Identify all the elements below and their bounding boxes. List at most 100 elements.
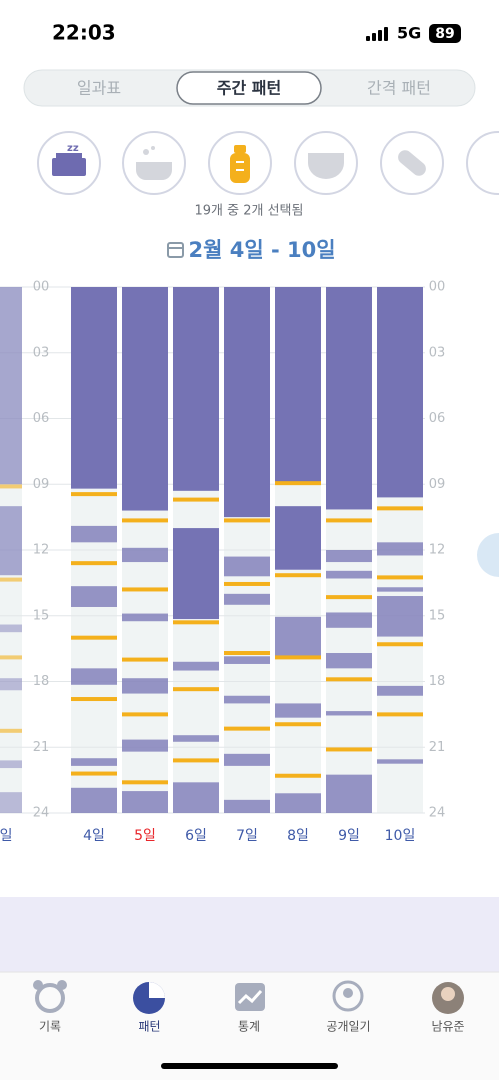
feeding-mark — [275, 773, 321, 778]
feeding-mark — [326, 518, 372, 523]
feeding-mark — [71, 492, 117, 497]
sleep-block — [0, 760, 22, 769]
feeding-mark — [122, 780, 168, 785]
sleep-block — [173, 287, 219, 491]
y-tick-label-right: 00 — [429, 280, 446, 295]
sleep-block — [326, 550, 372, 563]
selection-note: 19개 중 2개 선택됨 — [195, 204, 304, 219]
feeding-mark — [377, 506, 423, 511]
signal-icon — [366, 27, 388, 41]
sleep-block — [224, 656, 270, 664]
day-label: 8일 — [287, 828, 309, 844]
sleep-block — [0, 792, 22, 813]
sleep-block — [326, 612, 372, 628]
feeding-mark — [71, 561, 117, 566]
sleep-block — [275, 793, 321, 813]
nav-label[interactable]: 통계 — [238, 1020, 260, 1034]
sleep-block — [173, 782, 219, 813]
feeding-mark — [377, 575, 423, 580]
sleep-block — [377, 542, 423, 556]
feeding-mark — [71, 635, 117, 640]
y-tick-label-right: 21 — [429, 740, 446, 755]
svg-text:zz: zz — [67, 143, 79, 154]
status-time: 22:03 — [52, 21, 116, 45]
feeding-mark — [275, 481, 321, 486]
tab-active-bg — [176, 71, 322, 105]
calendar-icon — [167, 242, 184, 258]
sleep-block — [224, 593, 270, 605]
nav-label[interactable]: 남유준 — [431, 1020, 464, 1034]
sleep-block — [377, 587, 423, 592]
y-tick-label-right: 18 — [429, 674, 446, 689]
sleep-block — [71, 668, 117, 685]
feeding-mark — [0, 484, 22, 489]
feeding-mark — [71, 697, 117, 702]
day-label: 10일 — [385, 828, 416, 844]
y-tick-label-left: 18 — [33, 674, 50, 689]
status-network: 5G — [397, 24, 421, 43]
tab[interactable]: 주간 패턴 — [217, 79, 281, 98]
feeding-mark — [0, 577, 22, 582]
sleep-block — [224, 799, 270, 813]
day-label: 5일 — [134, 828, 156, 844]
sleep-block — [122, 678, 168, 694]
day-label: 일 — [0, 828, 12, 844]
feeding-mark — [0, 728, 22, 733]
feeding-mark — [173, 497, 219, 502]
tab[interactable]: 일과표 — [77, 79, 121, 98]
home-indicator — [161, 1063, 338, 1069]
y-tick-label-left: 15 — [33, 608, 50, 623]
sleep-block — [71, 287, 117, 489]
y-tick-label-right: 09 — [429, 477, 446, 492]
sleep-block — [326, 653, 372, 669]
category-icons: zz — [37, 131, 499, 195]
y-tick-label-left: 24 — [33, 806, 50, 821]
sleep-block — [122, 287, 168, 511]
sleep-block — [0, 287, 22, 485]
day-label: 6일 — [185, 828, 207, 844]
feeding-mark — [326, 677, 372, 682]
sleep-block — [71, 758, 117, 766]
scroll-handle[interactable] — [477, 533, 499, 577]
y-tick-label-left: 21 — [33, 740, 50, 755]
day-label: 7일 — [236, 828, 258, 844]
nav-label[interactable]: 패턴 — [138, 1020, 160, 1034]
feeding-mark — [173, 687, 219, 692]
y-tick-label-right: 03 — [429, 345, 446, 360]
feeding-mark — [173, 620, 219, 625]
feeding-mark — [173, 758, 219, 763]
y-tick-label-left: 09 — [33, 477, 50, 492]
day-label: 4일 — [83, 828, 105, 844]
sleep-block — [377, 759, 423, 764]
nav-label[interactable]: 기록 — [39, 1020, 61, 1034]
sleep-block — [122, 547, 168, 563]
sleep-block — [173, 661, 219, 671]
sleep-block — [0, 624, 22, 633]
weekly-pattern-chart: 00 00 03 03 06 06 09 09 12 12 15 15 18 18 21 21 24 24 일 4일 5… — [0, 280, 446, 844]
sleep-block — [275, 703, 321, 718]
sleep-block — [275, 616, 321, 657]
nav-label[interactable]: 공개일기 — [326, 1020, 370, 1034]
more-icon[interactable] — [466, 131, 499, 195]
sleep-block — [71, 525, 117, 543]
sleep-block — [275, 287, 321, 484]
sleep-block — [377, 287, 423, 498]
sleep-block — [173, 735, 219, 742]
feeding-mark — [122, 587, 168, 592]
feeding-mark — [377, 642, 423, 647]
sleep-block — [122, 613, 168, 622]
battery-icon — [429, 24, 461, 43]
feeding-mark — [122, 657, 168, 662]
sleep-block — [0, 678, 22, 691]
sleep-block — [326, 774, 372, 813]
feeding-mark — [122, 518, 168, 523]
sleep-block — [122, 739, 168, 752]
sleep-block — [326, 570, 372, 579]
y-tick-label-right: 15 — [429, 608, 446, 623]
tab[interactable]: 간격 패턴 — [367, 79, 431, 98]
sleep-block — [71, 586, 117, 607]
feeding-mark — [224, 518, 270, 523]
sleep-block — [224, 556, 270, 577]
sleep-block — [122, 791, 168, 813]
sleep-block — [326, 287, 372, 510]
